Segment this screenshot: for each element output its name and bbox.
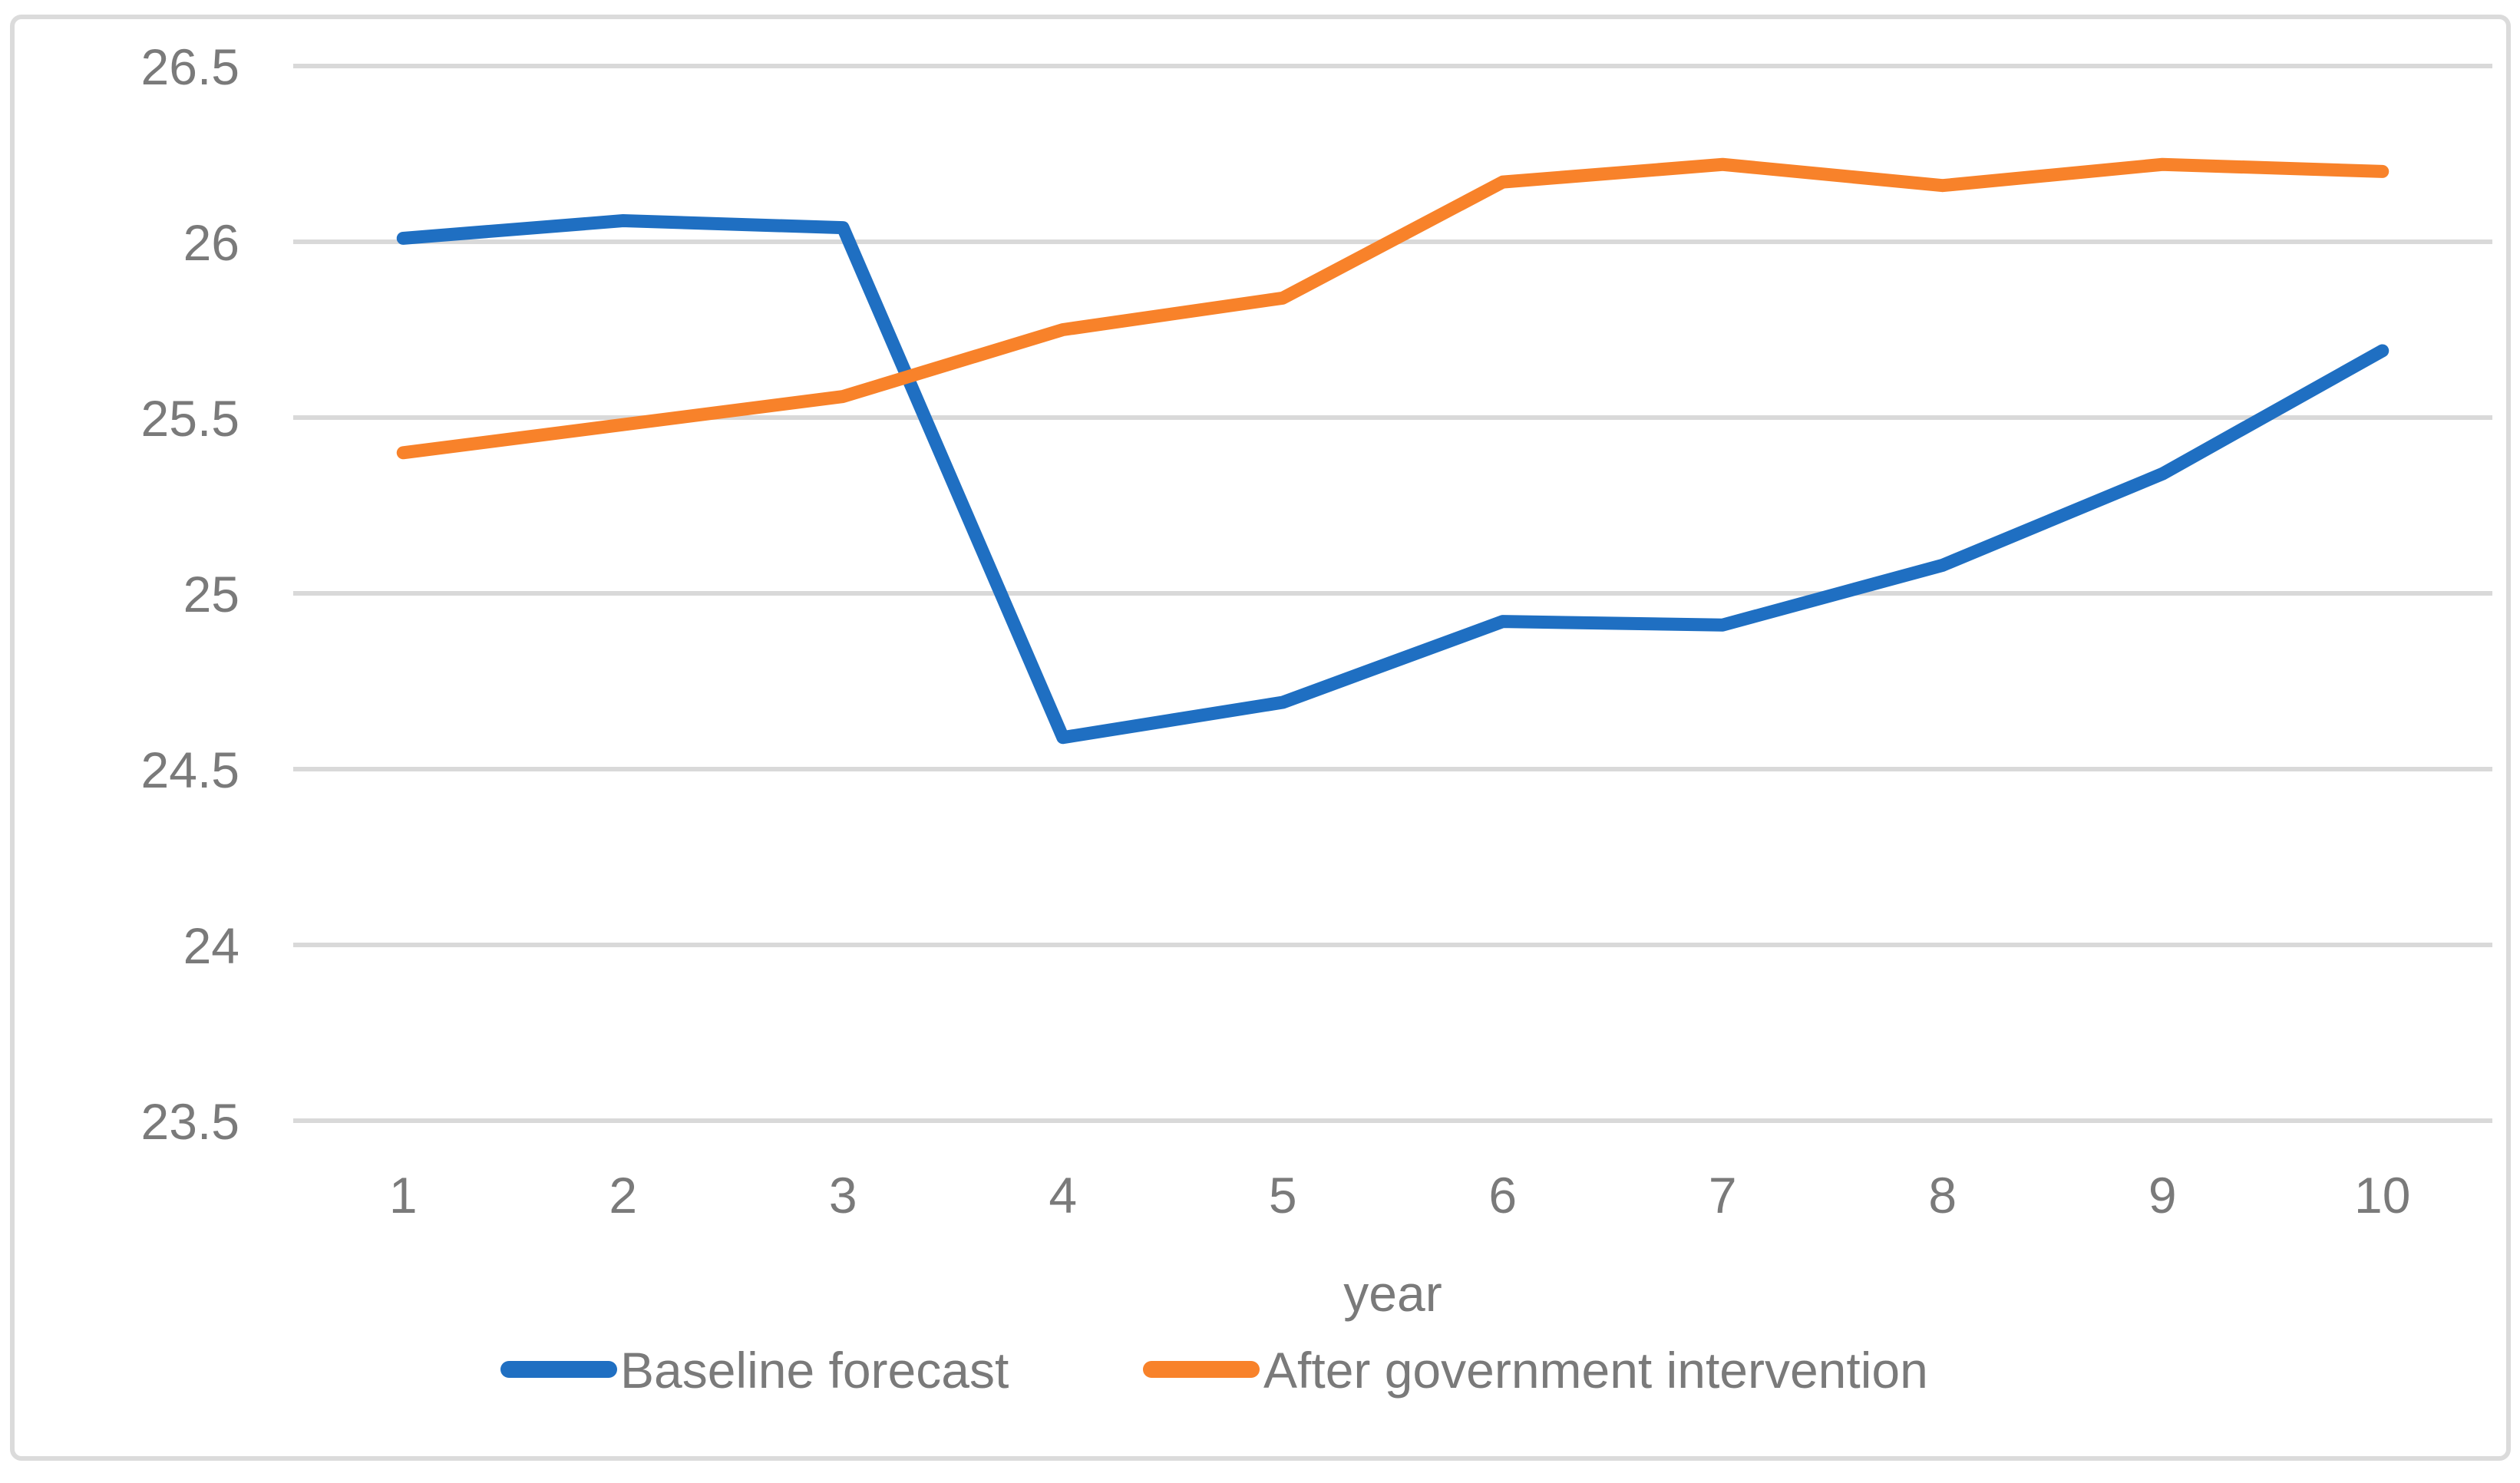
x-tick-label: 1 xyxy=(389,1167,418,1224)
legend-label-after-government-intervention: After government intervention xyxy=(1263,1342,1928,1399)
y-tick-label: 24.5 xyxy=(141,742,239,798)
x-axis-tick-labels: 1 2 3 4 5 6 7 8 9 10 xyxy=(389,1167,2411,1224)
y-tick-label: 23.5 xyxy=(141,1093,239,1150)
x-tick-label: 7 xyxy=(1709,1167,1737,1224)
series-line-baseline-forecast xyxy=(396,214,2390,745)
chart-frame xyxy=(10,15,2511,1461)
legend-label-baseline-forecast: Baseline forecast xyxy=(620,1342,1009,1399)
x-tick-label: 9 xyxy=(2148,1167,2177,1224)
y-tick-label: 25.5 xyxy=(141,390,239,447)
x-tick-label: 2 xyxy=(609,1167,637,1224)
x-axis-title: year xyxy=(1343,1265,1442,1322)
x-tick-label: 3 xyxy=(829,1167,857,1224)
y-axis-tick-labels: 26.5 26 25.5 25 24.5 24 23.5 xyxy=(141,38,239,1150)
x-tick-label: 6 xyxy=(1488,1167,1517,1224)
y-tick-label: 26.5 xyxy=(141,38,239,95)
x-tick-label: 8 xyxy=(1928,1167,1957,1224)
x-tick-label: 10 xyxy=(2354,1167,2410,1224)
y-tick-label: 25 xyxy=(183,566,239,623)
x-tick-label: 5 xyxy=(1269,1167,1297,1224)
x-tick-label: 4 xyxy=(1049,1167,1077,1224)
y-tick-label: 26 xyxy=(183,214,239,271)
gridlines xyxy=(293,64,2492,1123)
legend: Baseline forecast After government interv… xyxy=(500,1342,1928,1399)
series-line-after-government-intervention xyxy=(396,157,2390,460)
y-tick-label: 24 xyxy=(183,917,239,974)
